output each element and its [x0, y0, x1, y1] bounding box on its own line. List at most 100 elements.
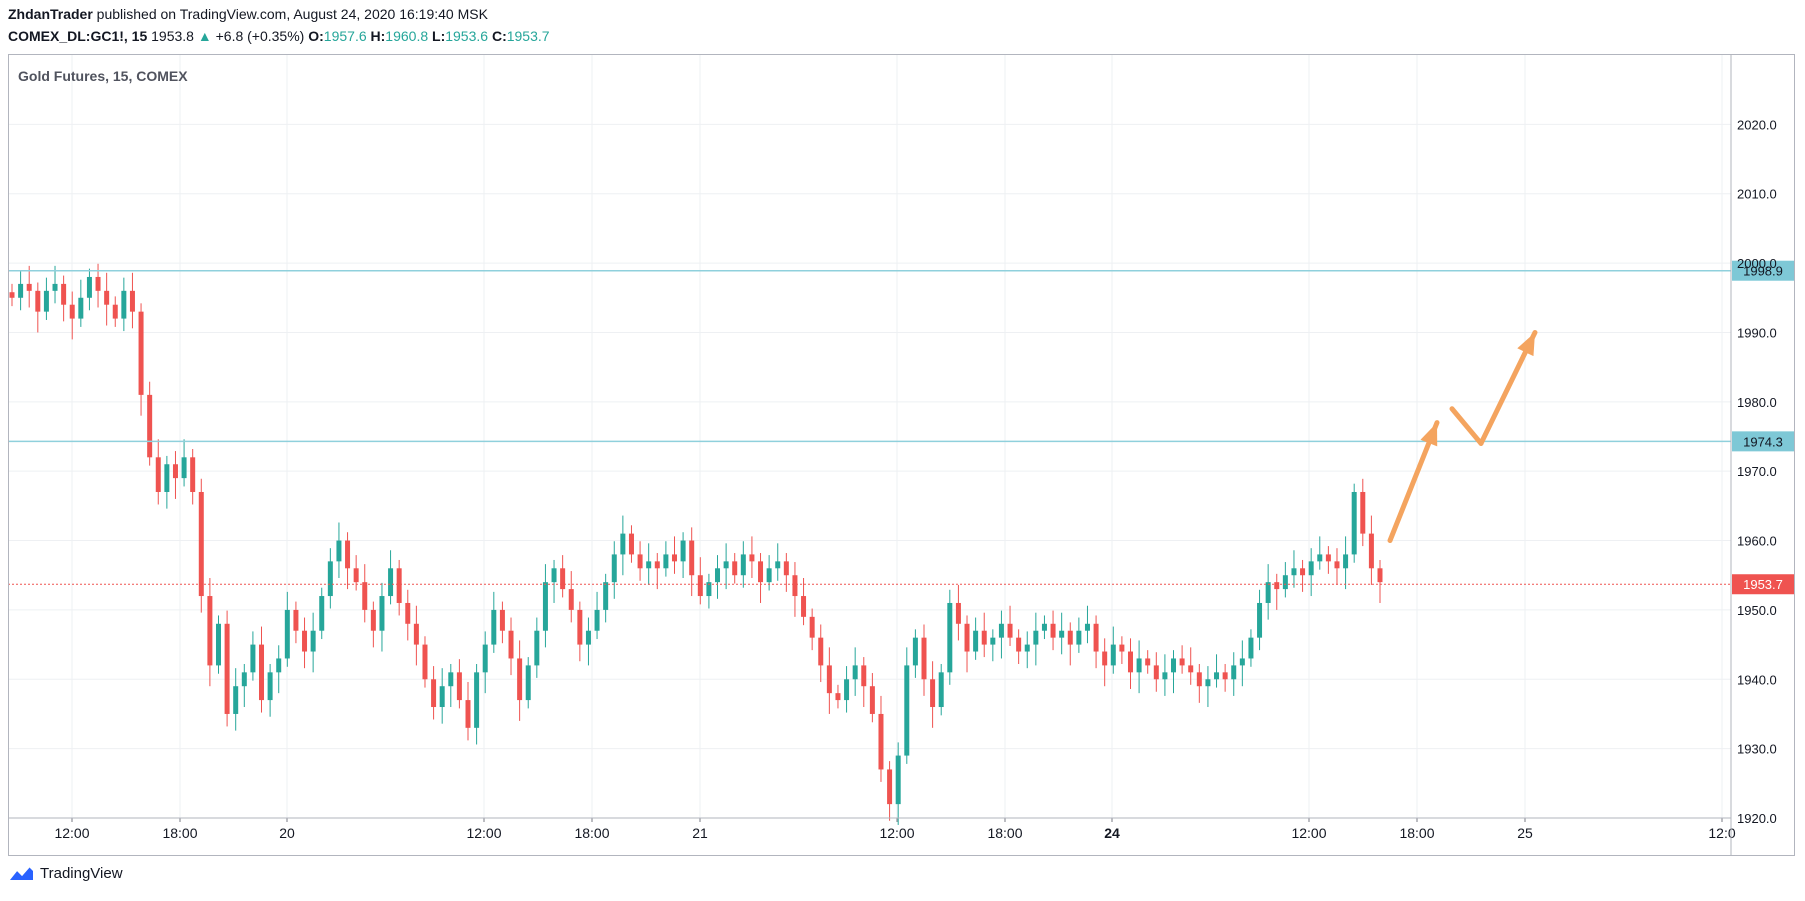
candle — [560, 555, 566, 598]
candle-body — [1222, 672, 1228, 680]
candle — [1196, 664, 1202, 703]
candle-body — [276, 658, 282, 673]
candle-body — [379, 596, 385, 631]
candle-body — [345, 540, 351, 569]
candle-body — [104, 290, 110, 305]
candle-body — [1162, 672, 1168, 680]
symbol-info: COMEX_DL:GC1!, 15 1953.8 ▲ +6.8 (+0.35%)… — [8, 28, 550, 44]
candle — [758, 553, 764, 603]
candle — [912, 629, 918, 678]
candle-body — [1102, 651, 1108, 666]
tradingview-logo-icon — [8, 866, 33, 881]
candle-body — [542, 582, 548, 631]
candle-body — [637, 554, 643, 569]
candle — [1308, 548, 1314, 597]
x-tick-label: 12:00 — [1291, 825, 1326, 841]
close-label: C: — [491, 28, 507, 44]
candle — [835, 684, 841, 709]
author-name[interactable]: ZhdanTrader — [8, 6, 93, 22]
high-label: H: — [370, 28, 386, 44]
candle — [577, 601, 583, 662]
candle-body — [534, 630, 540, 666]
published-text: published on TradingView.com, August 24,… — [92, 6, 488, 22]
candle — [654, 553, 660, 590]
candle — [104, 272, 110, 326]
candle-body — [1171, 658, 1177, 673]
candle — [1377, 559, 1383, 603]
candle-body — [86, 276, 92, 298]
candle-body — [749, 554, 755, 562]
candle-body — [405, 602, 411, 624]
candle-body — [147, 394, 153, 458]
candle — [1136, 640, 1142, 694]
candle — [1205, 666, 1211, 708]
candle — [1119, 636, 1125, 665]
candle — [981, 612, 987, 658]
candle-body — [852, 665, 858, 680]
candle — [413, 605, 419, 666]
candle — [293, 601, 299, 644]
candle-body — [1059, 630, 1065, 638]
candle-body — [568, 589, 574, 610]
projection-arrows[interactable] — [1387, 329, 1538, 544]
candle-body — [310, 630, 316, 652]
candle-body — [981, 630, 987, 645]
footer[interactable]: TradingView — [8, 864, 123, 882]
candle — [396, 559, 402, 616]
candle-body — [396, 568, 402, 603]
candle — [18, 270, 24, 311]
candle — [224, 610, 230, 727]
candle-body — [138, 311, 144, 395]
candle — [895, 742, 901, 825]
low-label: L: — [432, 28, 446, 44]
candle — [491, 591, 497, 653]
candle-body — [43, 290, 49, 312]
candle — [1093, 615, 1099, 669]
candle-body — [869, 686, 875, 714]
candle — [259, 626, 265, 713]
candle — [1067, 622, 1073, 666]
y-tick-label: 1950.0 — [1737, 603, 1777, 618]
candle-body — [370, 609, 376, 631]
candle-body — [52, 283, 58, 291]
candle — [465, 682, 471, 741]
y-tick-label: 1970.0 — [1737, 464, 1777, 479]
y-tick-label: 1920.0 — [1737, 811, 1777, 826]
candle — [1239, 640, 1245, 687]
candle — [1033, 612, 1039, 666]
level-price-label: 1998.9 — [1743, 264, 1783, 279]
candle — [904, 647, 910, 764]
candle — [826, 647, 832, 714]
candle-body — [663, 554, 669, 569]
candle — [336, 522, 342, 579]
candle — [1162, 654, 1168, 696]
candle — [431, 666, 437, 720]
candle-body — [1050, 623, 1056, 638]
candle-body — [938, 672, 944, 708]
candle-body — [551, 568, 557, 583]
x-tick-label: 18:00 — [987, 825, 1022, 841]
candle — [930, 661, 936, 728]
candle-body — [508, 630, 514, 659]
candle-body — [293, 609, 299, 631]
candle — [792, 562, 798, 617]
y-tick-label: 1990.0 — [1737, 325, 1777, 340]
candle — [129, 272, 135, 329]
candle-body — [895, 755, 901, 805]
candle-body — [1334, 561, 1340, 569]
candle — [697, 557, 703, 605]
candle-body — [155, 457, 161, 492]
candle — [611, 541, 617, 599]
candle-body — [792, 575, 798, 597]
candle-body — [947, 602, 953, 673]
last-price: 1953.8 — [151, 28, 194, 44]
candle-body — [1300, 568, 1306, 576]
candle-body — [689, 540, 695, 576]
candle — [362, 564, 368, 623]
candle-body — [1145, 658, 1151, 666]
candle-body — [706, 582, 712, 597]
level-price-label: 1974.3 — [1743, 434, 1783, 449]
candle-body — [585, 630, 591, 645]
levels[interactable]: 1998.9 1974.3 1953.7 — [8, 260, 1795, 595]
